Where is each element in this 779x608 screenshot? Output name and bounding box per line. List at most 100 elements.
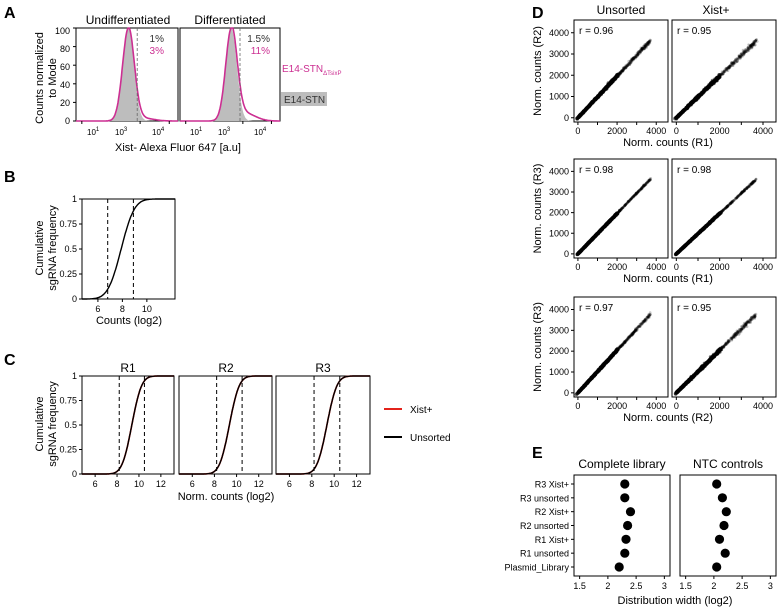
scatter-point	[618, 209, 621, 213]
scatter-point	[648, 38, 652, 42]
scatter-point	[647, 179, 651, 183]
scatter-point	[632, 56, 635, 60]
scatter-point	[624, 203, 627, 206]
scatter-point	[750, 42, 754, 46]
scatter-point	[727, 65, 730, 69]
scatter-point	[638, 189, 641, 192]
scatter-point	[628, 63, 631, 66]
scatter-point	[730, 200, 734, 204]
scatter-point	[640, 49, 644, 53]
scatter-point	[647, 178, 651, 182]
scatter-point	[631, 56, 635, 60]
scatter-point	[644, 44, 647, 48]
scatter-point	[636, 51, 640, 54]
dotplot-frame	[573, 474, 671, 577]
scatter-point	[738, 56, 742, 59]
scatter-point	[731, 63, 735, 67]
scatter-point	[628, 335, 631, 339]
scatter-point	[734, 59, 738, 62]
scatter-point	[628, 62, 631, 65]
scatter-point	[752, 181, 755, 185]
x-tick-label: 2.5	[736, 581, 749, 591]
scatter-point	[753, 179, 757, 183]
scatter-point	[751, 42, 754, 46]
panel-c-title-r2: R2	[218, 361, 234, 375]
scatter-point	[742, 50, 746, 53]
scatter-point	[633, 194, 636, 197]
scatter-point	[622, 66, 626, 70]
scatter-point	[631, 333, 634, 336]
x-tick-label: 0	[575, 262, 580, 272]
scatter-point	[639, 322, 643, 326]
scatter-point	[743, 189, 746, 192]
scatter-point	[640, 321, 643, 325]
scatter-point	[648, 314, 651, 318]
panel-a-ytick: 20	[60, 98, 70, 108]
scatter-point	[621, 68, 624, 72]
scatter-point	[624, 65, 628, 68]
scatter-point	[721, 72, 725, 75]
scatter-point	[640, 49, 644, 52]
scatter-point	[649, 178, 652, 181]
scatter-point	[644, 182, 648, 186]
scatter-point	[643, 45, 647, 48]
scatter-point	[753, 43, 757, 47]
scatter-point	[638, 325, 641, 329]
scatter-point	[741, 190, 744, 194]
scatter-point	[749, 43, 753, 47]
scatter-point	[636, 51, 640, 54]
scatter-point	[645, 181, 648, 185]
scatter-point	[646, 180, 650, 184]
scatter-point	[691, 99, 695, 103]
x-tick-label: 2000	[607, 401, 627, 411]
y-tick-label: 0.5	[64, 420, 77, 430]
scatter-point	[624, 67, 627, 70]
scatter-point	[629, 197, 632, 201]
scatter-point	[619, 345, 623, 349]
scatter-point	[746, 185, 749, 189]
y-tick-label: 1000	[549, 228, 569, 238]
scatter-point	[690, 375, 695, 380]
scatter-point	[737, 54, 741, 57]
scatter-point	[621, 342, 624, 346]
scatter-point	[631, 57, 635, 60]
scatter-point	[621, 344, 624, 347]
scatter-point	[634, 329, 638, 332]
scatter-point	[739, 192, 742, 196]
scatter-point	[739, 192, 742, 196]
scatter-point	[646, 42, 649, 46]
scatter-point	[622, 67, 625, 70]
xtick-base: 10	[152, 128, 161, 137]
scatter-point	[635, 326, 639, 330]
panel-a-ytick: 60	[60, 62, 70, 72]
scatter-point	[726, 203, 730, 207]
scatter-point	[629, 59, 632, 63]
scatter-point	[648, 39, 652, 43]
scatter-point	[619, 208, 622, 212]
scatter-point	[635, 53, 639, 57]
scatter-point	[643, 183, 647, 187]
scatter-point	[750, 45, 754, 49]
panel-a-legend-gray-box	[281, 92, 327, 106]
scatter-point	[632, 330, 636, 334]
panel-e-xlabel: Distribution width (log2)	[618, 595, 733, 607]
scatter-point	[624, 340, 628, 343]
scatter-point	[733, 59, 737, 63]
scatter-point	[734, 196, 737, 200]
scatter-point	[736, 58, 739, 61]
scatter-point	[646, 42, 650, 45]
scatter-point	[646, 315, 649, 319]
scatter-point	[746, 48, 750, 52]
scatter-point	[625, 339, 628, 342]
scatter-point	[636, 190, 640, 194]
scatter-point	[742, 189, 745, 193]
scatter-point	[736, 195, 740, 198]
scatter-point	[646, 179, 650, 183]
scatter-point	[733, 59, 737, 62]
scatter-point	[637, 190, 640, 193]
scatter-point	[624, 203, 628, 206]
scatter-point	[746, 320, 749, 324]
scatter-point	[640, 187, 643, 190]
scatter-point	[634, 55, 638, 59]
scatter-point	[730, 62, 734, 65]
